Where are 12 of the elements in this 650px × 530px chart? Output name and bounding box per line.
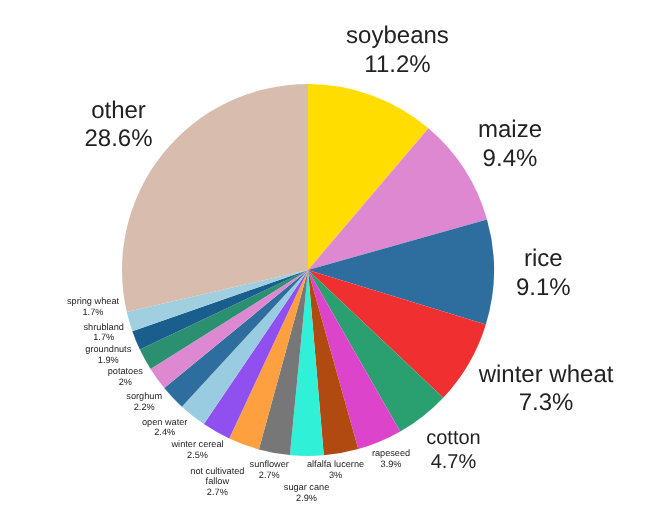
slice-label: cotton: [426, 427, 481, 450]
slice-label: soybeans: [346, 21, 449, 50]
data-label: 9.1%: [515, 272, 572, 301]
slice-label: maize: [477, 114, 543, 143]
slice-label: winter wheat: [476, 359, 615, 388]
data-label: 11.2%: [364, 50, 432, 79]
slice-label: rice: [523, 244, 564, 273]
data-label: 28.6%: [84, 124, 154, 153]
slice-label: other: [91, 95, 146, 124]
data-label: 7.3%: [518, 388, 575, 417]
data-label: 4.7%: [430, 451, 477, 474]
data-label: 9.4%: [482, 143, 538, 172]
